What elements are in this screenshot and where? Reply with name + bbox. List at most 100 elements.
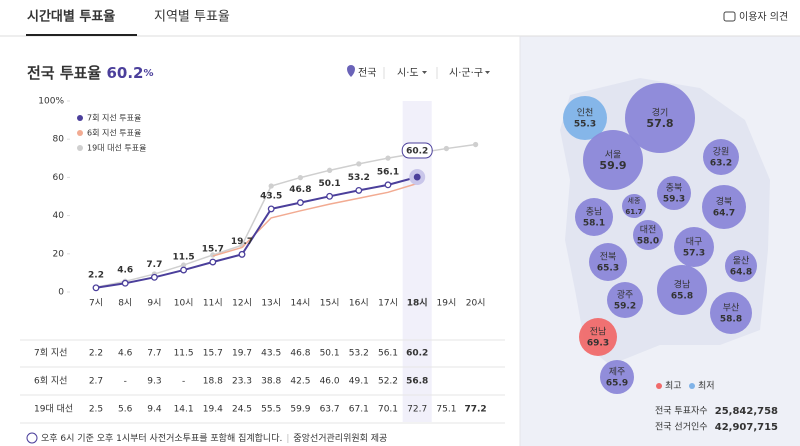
x-tick-label: 8시 bbox=[118, 298, 132, 309]
cell: 38.8 bbox=[261, 377, 281, 387]
cell: 42.5 bbox=[290, 377, 310, 387]
x-tick-label: 10시 bbox=[174, 298, 194, 309]
series-line bbox=[212, 182, 418, 257]
point bbox=[384, 181, 392, 189]
cell: 23.3 bbox=[232, 377, 252, 387]
point bbox=[180, 266, 188, 274]
point bbox=[413, 173, 421, 181]
legend-dot bbox=[689, 383, 695, 389]
cell: 52.2 bbox=[378, 377, 398, 387]
region-bubble bbox=[625, 83, 695, 153]
region-rate: 58.1 bbox=[583, 219, 605, 229]
cell: 19.4 bbox=[203, 405, 223, 415]
x-tick-label: 13시 bbox=[261, 298, 281, 309]
legend-swatch bbox=[77, 145, 83, 151]
pin-icon bbox=[347, 65, 355, 77]
region-name: 울산 bbox=[733, 256, 750, 267]
region-rate: 65.8 bbox=[671, 292, 693, 302]
tab[interactable]: 시간대별 투표율 bbox=[27, 9, 115, 25]
value-label: 7.7 bbox=[146, 260, 162, 270]
value-label: 46.8 bbox=[289, 185, 311, 195]
point bbox=[326, 192, 334, 200]
x-tick-label: 16시 bbox=[349, 298, 369, 309]
cell: 7.7 bbox=[147, 349, 161, 359]
page-title: 전국 투표율 60.2% bbox=[27, 64, 154, 82]
region-name: 대구 bbox=[686, 237, 703, 248]
cell: 77.2 bbox=[464, 405, 486, 415]
cell: 2.2 bbox=[89, 349, 103, 359]
cell: 2.5 bbox=[89, 405, 103, 415]
legend-swatch bbox=[77, 115, 83, 121]
region-bubble bbox=[710, 292, 752, 334]
region-name: 전남 bbox=[590, 327, 607, 338]
feedback-icon bbox=[723, 11, 736, 22]
point bbox=[238, 250, 246, 258]
row-label: 19대 대선 bbox=[34, 404, 73, 415]
value-label: 2.2 bbox=[88, 270, 104, 280]
point bbox=[121, 279, 129, 287]
region-rate: 58.8 bbox=[720, 315, 742, 325]
region-bubble bbox=[579, 318, 617, 356]
x-tick-label: 12시 bbox=[232, 298, 252, 309]
region-bubble bbox=[575, 198, 613, 236]
region-name: 경기 bbox=[652, 107, 669, 119]
region-rate: 55.3 bbox=[574, 120, 596, 130]
x-tick-label: 19시 bbox=[437, 298, 457, 309]
region-rate: 57.3 bbox=[683, 249, 705, 259]
x-tick-label: 15시 bbox=[320, 298, 340, 309]
cell: 50.1 bbox=[320, 349, 340, 359]
region-bubble bbox=[703, 139, 739, 175]
stat-label: 전국 선거인수 bbox=[655, 422, 708, 433]
row-label: 7회 지선 bbox=[34, 348, 67, 359]
source: 중앙선거관리위원회 제공 bbox=[293, 432, 387, 444]
selector[interactable]: 전국 bbox=[358, 67, 376, 79]
selector[interactable]: 시·도 bbox=[397, 67, 419, 79]
region-rate: 59.2 bbox=[614, 302, 636, 312]
region-bubble bbox=[674, 227, 714, 267]
point bbox=[268, 183, 274, 189]
legend-label: 6회 지선 투표율 bbox=[87, 129, 141, 138]
stat-value: 42,907,715 bbox=[715, 422, 778, 433]
point bbox=[356, 161, 362, 167]
stat-value: 25,842,758 bbox=[715, 406, 778, 417]
value-label: 15.7 bbox=[202, 245, 224, 255]
cell: 19.7 bbox=[232, 349, 252, 359]
value-label: 50.1 bbox=[318, 179, 340, 189]
feedback-label[interactable]: 이용자 의견 bbox=[739, 11, 788, 23]
cell: 72.7 bbox=[407, 405, 427, 415]
title-rate: 60.2 bbox=[106, 64, 143, 82]
region-bubble bbox=[702, 185, 746, 229]
tab[interactable]: 지역별 투표율 bbox=[154, 10, 230, 25]
region-bubble bbox=[633, 220, 663, 250]
region-name: 광주 bbox=[617, 289, 634, 301]
value-label: 56.1 bbox=[377, 167, 399, 177]
cell: 56.1 bbox=[378, 349, 398, 359]
selector[interactable]: 시·군·구 bbox=[449, 67, 483, 79]
region-name: 대전 bbox=[640, 225, 657, 236]
chart: 0 20 40 60 80 100% 7시 8시 9시 10시 11시 12시 13시 14시 15시 16시… bbox=[38, 97, 485, 422]
stat-label: 전국 투표자수 bbox=[655, 406, 708, 417]
region-rate: 59.9 bbox=[599, 159, 626, 172]
x-tick-label: 11시 bbox=[203, 298, 223, 309]
point bbox=[472, 141, 479, 148]
region-name: 충남 bbox=[586, 207, 603, 218]
point bbox=[355, 186, 363, 194]
cell: - bbox=[124, 377, 127, 387]
dropdown-arrow bbox=[422, 71, 427, 74]
y-tick-label: 40 bbox=[53, 211, 65, 221]
table: 7회 지선 2.2 4.6 7.7 11.5 15.7 19.7 43.5 46.8 50.1 53… bbox=[20, 339, 505, 424]
region-rate: 64.7 bbox=[713, 209, 735, 219]
cell: 49.1 bbox=[349, 377, 369, 387]
region-name: 부산 bbox=[723, 303, 740, 314]
region-bubble bbox=[600, 360, 634, 394]
feedback-button[interactable]: 이용자 의견 bbox=[723, 11, 788, 23]
region-bubble bbox=[583, 130, 643, 190]
region-name: 전북 bbox=[600, 252, 617, 263]
cell: 9.4 bbox=[147, 405, 162, 415]
series-line bbox=[95, 176, 418, 289]
y-tick-label: 100% bbox=[38, 97, 64, 107]
cell: 63.7 bbox=[320, 405, 340, 415]
value-label: 53.2 bbox=[348, 173, 370, 183]
cell: 75.1 bbox=[436, 405, 456, 415]
